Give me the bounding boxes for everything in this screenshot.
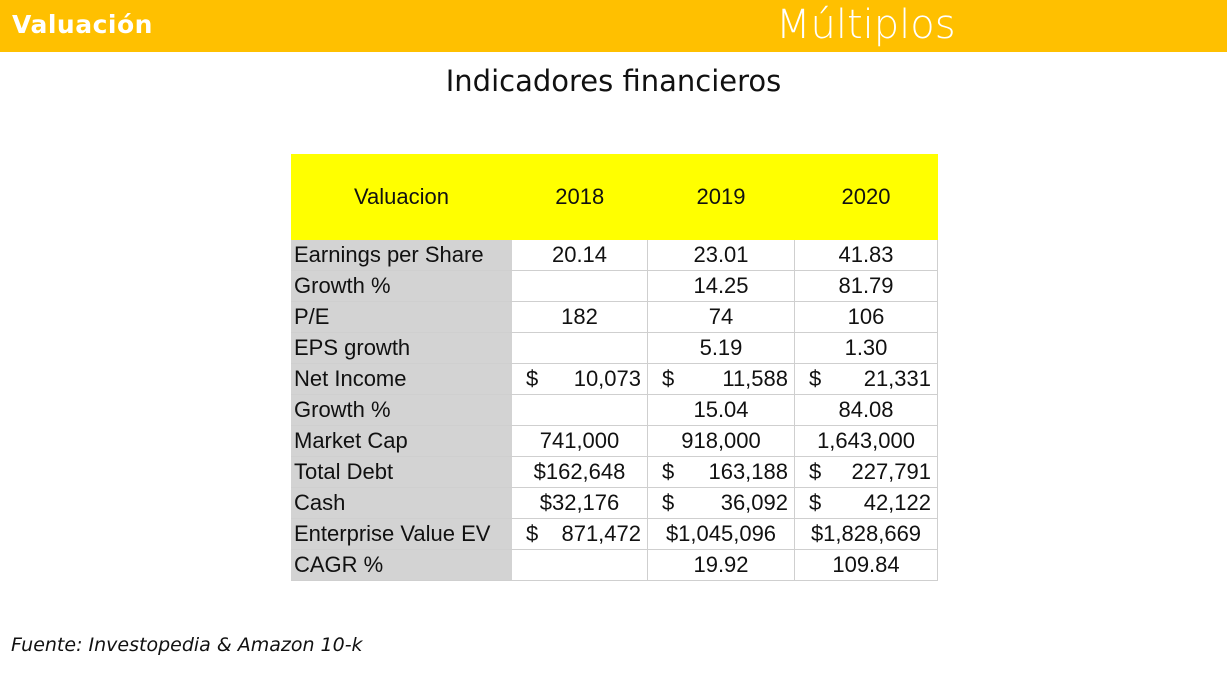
currency-amount: 163,188	[708, 459, 788, 484]
table-row: Growth % 15.04 84.08	[291, 394, 938, 426]
value-cell: 1.30	[794, 332, 938, 364]
table-row: CAGR % 19.92 109.84	[291, 549, 938, 581]
row-label: Cash	[291, 487, 512, 519]
currency-symbol: $	[809, 366, 822, 391]
value-cell: 84.08	[794, 394, 938, 426]
valuation-table: Valuacion 2018 2019 2020 Earnings per Sh…	[291, 154, 938, 581]
currency-value: $42,122	[797, 488, 935, 518]
currency-symbol: $	[662, 366, 675, 391]
currency-value: $36,092	[650, 488, 792, 518]
table-header-cell: 2020	[794, 154, 938, 240]
currency-amount: 11,588	[722, 366, 788, 391]
currency-value: $163,188	[650, 457, 792, 487]
currency-symbol: $	[526, 521, 539, 546]
currency-value: $21,331	[797, 364, 935, 394]
table-row: Market Cap 741,000 918,000 1,643,000	[291, 425, 938, 457]
value-cell: $227,791	[794, 456, 938, 488]
section-title: Valuación	[12, 10, 153, 39]
value-cell: $42,122	[794, 487, 938, 519]
value-cell: 41.83	[794, 240, 938, 271]
value-cell: 14.25	[647, 270, 795, 302]
currency-symbol: $	[809, 490, 822, 515]
value-cell: $162,648	[512, 456, 648, 488]
value-cell: $32,176	[512, 487, 648, 519]
currency-amount: 36,092	[720, 490, 788, 515]
value-cell: 918,000	[647, 425, 795, 457]
currency-amount: 21,331	[863, 366, 931, 391]
value-cell	[512, 549, 648, 581]
currency-symbol: $	[662, 490, 675, 515]
table-header-cell: 2019	[647, 154, 795, 240]
row-label: EPS growth	[291, 332, 512, 364]
row-label: Earnings per Share	[291, 240, 512, 271]
table-body: Earnings per Share 20.14 23.01 41.83 Growth …	[291, 240, 938, 581]
value-cell: 182	[512, 301, 648, 333]
value-cell: 81.79	[794, 270, 938, 302]
value-cell: 15.04	[647, 394, 795, 426]
table-header-cell: Valuacion	[291, 154, 512, 240]
currency-value: $10,073	[514, 364, 645, 394]
currency-amount: 10,073	[573, 366, 641, 391]
currency-amount: 871,472	[561, 521, 641, 546]
row-label: Growth %	[291, 394, 512, 426]
table-row: Cash $32,176 $36,092 $42,122	[291, 487, 938, 519]
value-cell: 23.01	[647, 240, 795, 271]
value-cell: 1,643,000	[794, 425, 938, 457]
value-cell: $36,092	[647, 487, 795, 519]
table-header-cell: 2018	[512, 154, 648, 240]
slide-subtitle: Indicadores financieros	[445, 64, 782, 98]
value-cell	[512, 394, 648, 426]
source-note: Fuente: Investopedia & Amazon 10-k	[11, 634, 363, 656]
value-cell: 106	[794, 301, 938, 333]
value-cell: $21,331	[794, 363, 938, 395]
table-row: EPS growth 5.19 1.30	[291, 332, 938, 364]
currency-symbol: $	[526, 366, 539, 391]
table-row: Net Income $10,073 $11,588 $21,331	[291, 363, 938, 395]
currency-value: $871,472	[514, 519, 645, 549]
table-row: P/E 182 74 106	[291, 301, 938, 333]
value-cell	[512, 270, 648, 302]
value-cell: $10,073	[512, 363, 648, 395]
row-label: Growth %	[291, 270, 512, 302]
value-cell: $1,828,669	[794, 518, 938, 550]
value-cell: 19.92	[647, 549, 795, 581]
row-label: Enterprise Value EV	[291, 518, 512, 550]
value-cell: 109.84	[794, 549, 938, 581]
value-cell	[512, 332, 648, 364]
slide-title: Múltiplos	[776, 2, 956, 48]
currency-value: $11,588	[650, 364, 792, 394]
value-cell: 5.19	[647, 332, 795, 364]
currency-symbol: $	[809, 459, 822, 484]
table-row: Total Debt $162,648 $163,188 $227,791	[291, 456, 938, 488]
row-label: P/E	[291, 301, 512, 333]
row-label: Total Debt	[291, 456, 512, 488]
row-label: Market Cap	[291, 425, 512, 457]
currency-amount: 42,122	[863, 490, 931, 515]
value-cell: $11,588	[647, 363, 795, 395]
currency-symbol: $	[662, 459, 675, 484]
table-row: Earnings per Share 20.14 23.01 41.83	[291, 240, 938, 271]
currency-amount: 227,791	[851, 459, 931, 484]
value-cell: 741,000	[512, 425, 648, 457]
value-cell: $1,045,096	[647, 518, 795, 550]
row-label: Net Income	[291, 363, 512, 395]
table-header-row: Valuacion 2018 2019 2020	[291, 154, 938, 240]
value-cell: $163,188	[647, 456, 795, 488]
value-cell: $871,472	[512, 518, 648, 550]
currency-value: $227,791	[797, 457, 935, 487]
value-cell: 20.14	[512, 240, 648, 271]
table-row: Growth % 14.25 81.79	[291, 270, 938, 302]
table-row: Enterprise Value EV $871,472 $1,045,096 $1,…	[291, 518, 938, 550]
value-cell: 74	[647, 301, 795, 333]
header-bar: Valuación Múltiplos	[0, 0, 1227, 52]
row-label: CAGR %	[291, 549, 512, 581]
